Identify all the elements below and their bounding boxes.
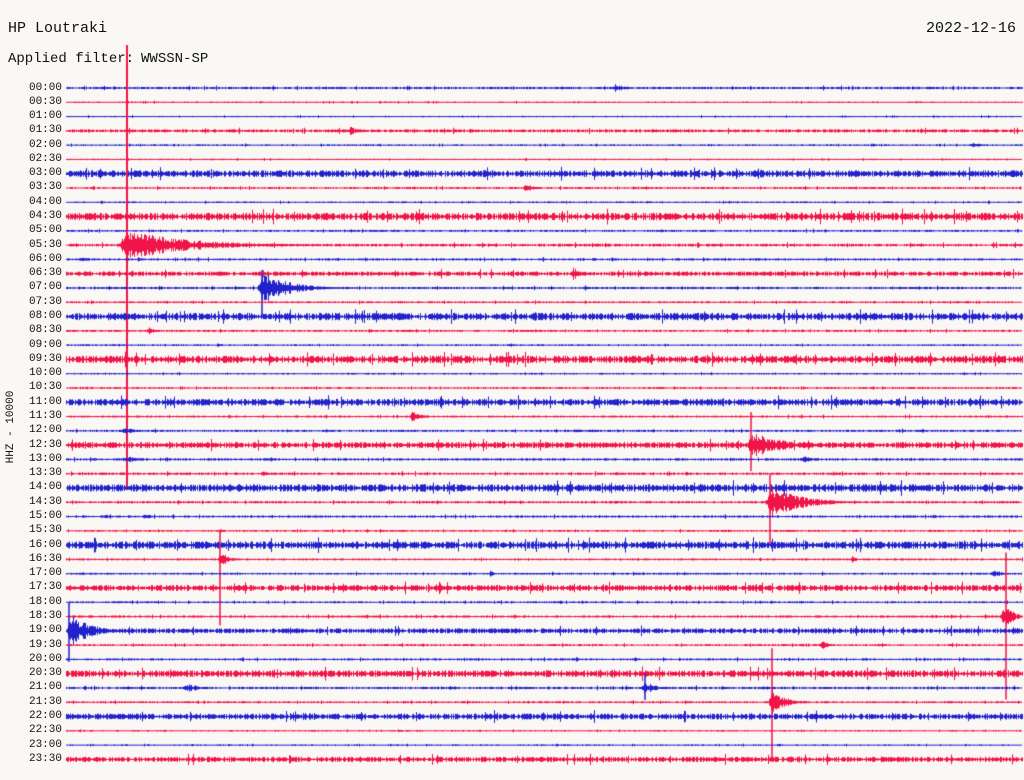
row-time-label: 07:00: [28, 281, 62, 294]
date-label: 2022-12-16: [925, 20, 1016, 37]
filter-line: Applied filter: WWSSN-SP: [8, 51, 208, 67]
row-time-label: 16:00: [28, 538, 62, 551]
row-time-label: 01:00: [28, 110, 62, 123]
row-time-label: 10:30: [28, 381, 62, 394]
row-time-label: 23:30: [28, 752, 62, 765]
row-time-label: 05:30: [28, 238, 62, 251]
row-time-label: 10:00: [28, 367, 62, 380]
row-time-label: 23:00: [28, 738, 62, 751]
row-time-label: 15:00: [28, 510, 62, 523]
row-time-label: 22:30: [28, 724, 62, 737]
row-time-label: 12:00: [28, 424, 62, 437]
row-time-label: 11:00: [28, 395, 62, 408]
row-time-label: 14:00: [28, 481, 62, 494]
row-time-label: 08:30: [28, 324, 62, 337]
row-time-label: 05:00: [28, 224, 62, 237]
row-time-label: 18:30: [28, 610, 62, 623]
row-time-label: 00:30: [28, 95, 62, 108]
row-time-label: 02:30: [28, 152, 62, 165]
filter-value: WWSSN-SP: [141, 51, 209, 67]
row-time-label: 06:00: [28, 252, 62, 265]
row-time-label: 09:30: [28, 352, 62, 365]
row-time-label: 09:00: [28, 338, 62, 351]
row-time-label: 04:30: [28, 210, 62, 223]
row-time-label: 20:30: [28, 667, 62, 680]
row-time-label: 16:30: [28, 552, 62, 565]
row-time-label: 17:30: [28, 581, 62, 594]
row-time-label: 03:30: [28, 181, 62, 194]
row-time-label: 21:30: [28, 695, 62, 708]
row-time-label: 19:30: [28, 638, 62, 651]
row-time-label: 02:00: [28, 138, 62, 151]
row-time-label: 07:30: [28, 295, 62, 308]
row-time-label: 04:00: [28, 195, 62, 208]
row-time-label: 00:00: [28, 81, 62, 94]
row-time-label: 01:30: [28, 124, 62, 137]
row-time-label: 08:00: [28, 310, 62, 323]
station-title: HP Loutraki: [8, 20, 108, 37]
row-time-label: 22:00: [28, 710, 62, 723]
row-time-label: 18:00: [28, 595, 62, 608]
row-time-label: 19:00: [28, 624, 62, 637]
row-time-label: 14:30: [28, 495, 62, 508]
row-time-label: 12:30: [28, 438, 62, 451]
row-time-label: 03:00: [28, 167, 62, 180]
row-time-label: 15:30: [28, 524, 62, 537]
row-time-label: 06:30: [28, 267, 62, 280]
row-time-label: 21:00: [28, 681, 62, 694]
row-time-label: 17:00: [28, 567, 62, 580]
row-time-label: 11:30: [28, 410, 62, 423]
row-time-label: 13:00: [28, 452, 62, 465]
row-time-label: 13:30: [28, 467, 62, 480]
filter-label: Applied filter:: [8, 51, 135, 67]
row-time-label: 20:00: [28, 652, 62, 665]
